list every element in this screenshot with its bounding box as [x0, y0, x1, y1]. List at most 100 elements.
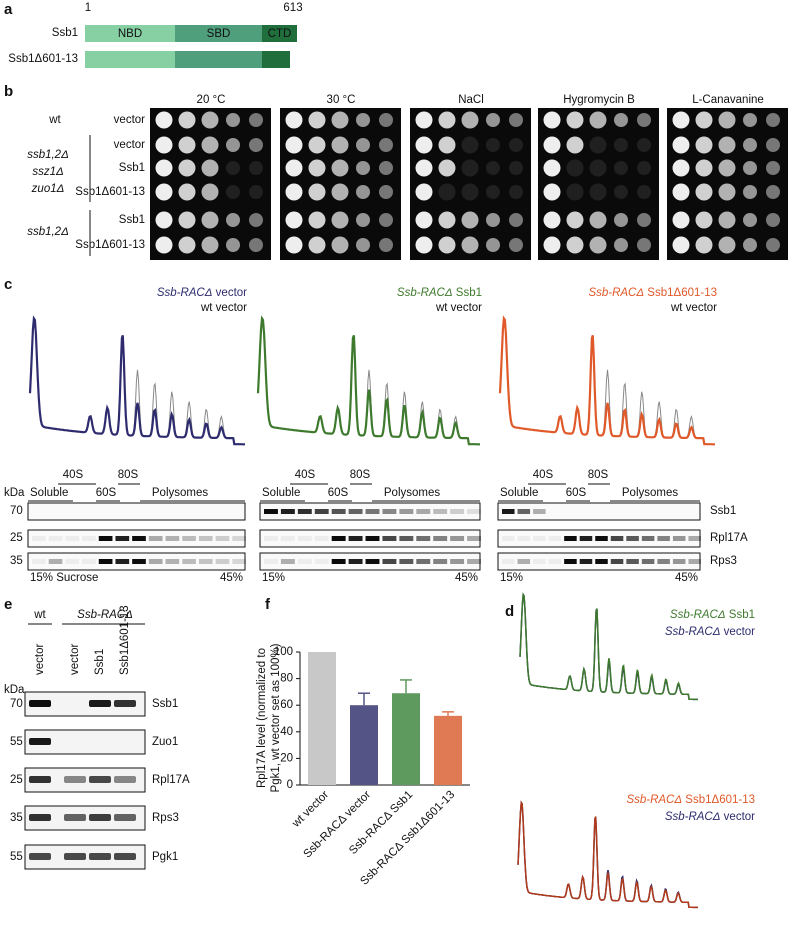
yeast-spot [614, 238, 628, 252]
band [280, 536, 295, 541]
yeast-spot [509, 185, 523, 199]
band [416, 536, 431, 541]
label: kDa [4, 487, 25, 499]
band [416, 559, 431, 564]
yeast-spot [766, 213, 780, 227]
yeast-spot [249, 138, 263, 152]
band [32, 536, 46, 541]
bar [434, 715, 462, 785]
yeast-spot [226, 138, 240, 152]
profile-trace [256, 315, 480, 446]
yeast-spot [285, 111, 303, 129]
yeast-spot [566, 111, 584, 129]
construct: vector [724, 626, 755, 638]
band [502, 536, 515, 541]
yeast-spot [566, 136, 584, 154]
band [348, 536, 363, 541]
band [264, 509, 278, 514]
band [467, 536, 481, 541]
y-axis-label: Pgk1, wt vector set as 100%) [270, 643, 282, 792]
label: Polysomes [622, 487, 678, 499]
y-axis-label: Rpl17A level (normalized to [256, 648, 268, 788]
profile-trace [517, 800, 698, 909]
yeast-spot [249, 238, 263, 252]
yeast-spot [461, 136, 479, 154]
domain [175, 51, 262, 68]
yeast-spot [226, 238, 240, 252]
label: Ssb1 [52, 27, 78, 39]
band [114, 700, 136, 707]
yeast-spot [589, 236, 607, 254]
band [517, 536, 531, 541]
band [564, 536, 577, 541]
yeast-spot [308, 159, 326, 177]
band [29, 776, 51, 783]
band [450, 559, 465, 564]
yeast-spot [415, 111, 433, 129]
yeast-spot [637, 113, 651, 127]
band [382, 509, 397, 514]
legend-entry: Ssb-RACΔ vector [157, 287, 247, 299]
yeast-spot [461, 211, 479, 229]
yeast-spot [766, 161, 780, 175]
strain: Ssb-RACΔ [397, 287, 453, 299]
yeast-spot [379, 161, 393, 175]
band [297, 559, 312, 564]
yeast-spot [566, 159, 584, 177]
band [641, 536, 655, 541]
yeast-spot [614, 161, 628, 175]
band [450, 536, 465, 541]
yeast-spot [285, 159, 303, 177]
yeast-spot [438, 211, 456, 229]
yeast-spot [743, 238, 757, 252]
band [626, 536, 639, 541]
band [688, 536, 701, 541]
band [114, 814, 136, 821]
y-tick-label: 60 [280, 699, 293, 711]
yeast-spot [331, 183, 349, 201]
construct: Ssb1Δ601-13 [685, 794, 755, 806]
band [348, 509, 363, 514]
yeast-spot [718, 211, 736, 229]
construct: Ssb1Δ601-13 [647, 287, 717, 299]
label: 60S [566, 487, 587, 499]
panel-label: d [505, 603, 514, 620]
yeast-spot [379, 238, 393, 252]
label: ssz1Δ [32, 166, 63, 178]
yeast-spot [672, 183, 690, 201]
yeast-spot [155, 236, 173, 254]
profile-trace [499, 317, 715, 445]
blot [497, 502, 701, 521]
yeast-spot [695, 159, 713, 177]
yeast-spot [438, 236, 456, 254]
yeast-spot [614, 185, 628, 199]
band [65, 536, 80, 541]
band [672, 559, 686, 564]
label: 70 [10, 505, 23, 517]
strain: Ssb-RACΔ [665, 811, 721, 823]
band [331, 536, 346, 541]
band [626, 559, 639, 564]
y-tick-label: 40 [280, 726, 293, 738]
yeast-spot [566, 183, 584, 201]
band [232, 536, 246, 541]
yeast-spot [543, 183, 561, 201]
yeast-spot [155, 211, 173, 229]
label: wt vector [670, 302, 717, 314]
profile-trace [257, 317, 480, 445]
band [348, 559, 363, 564]
band [114, 776, 136, 783]
yeast-spot [509, 238, 523, 252]
yeast-spot [509, 213, 523, 227]
band [416, 509, 431, 514]
band [610, 536, 624, 541]
yeast-spot [766, 113, 780, 127]
yeast-spot [695, 183, 713, 201]
yeast-spot [461, 111, 479, 129]
yeast-spot [285, 236, 303, 254]
band [182, 536, 196, 541]
yeast-spot [766, 138, 780, 152]
legend-entry: Ssb-RACΔ Ssb1Δ601-13 [588, 287, 717, 299]
yeast-spot [155, 136, 173, 154]
label: NBD [118, 28, 142, 40]
